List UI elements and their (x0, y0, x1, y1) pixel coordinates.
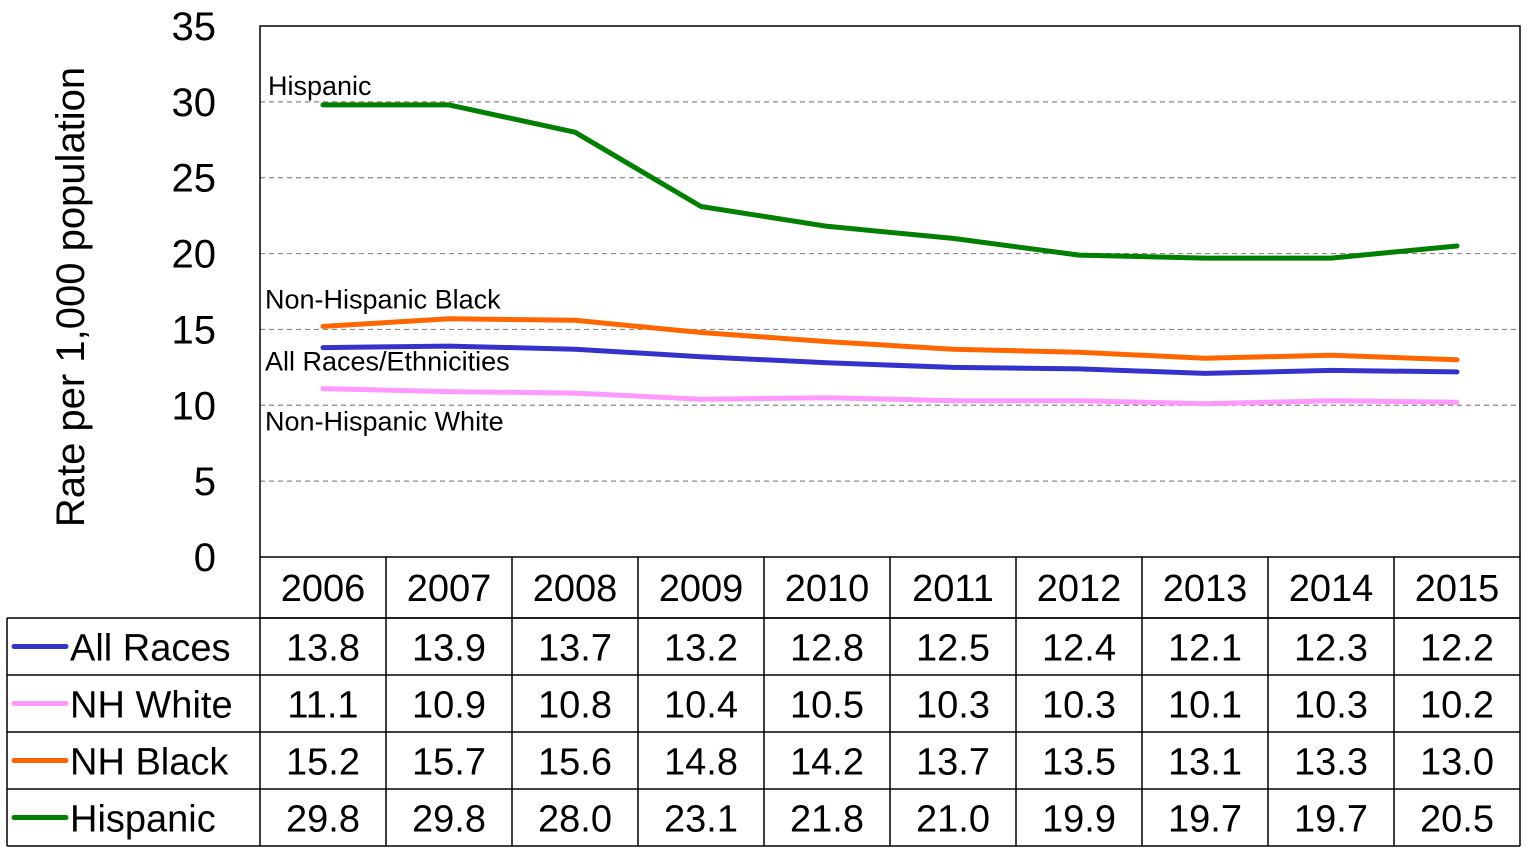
x-tick-label: 2008 (533, 568, 618, 610)
table-cell: 13.7 (916, 742, 990, 784)
table-cell: 19.7 (1168, 799, 1242, 841)
y-tick-labels: 0 5 10 15 20 25 30 35 (172, 5, 217, 580)
table-cell: 23.1 (664, 799, 738, 841)
gridlines (260, 101, 1520, 482)
y-tick-label: 0 (194, 536, 216, 580)
table-cell: 10.1 (1168, 685, 1242, 727)
table-cell: 21.0 (916, 799, 990, 841)
series-label: Hispanic (268, 71, 372, 101)
table-cell: 20.5 (1420, 799, 1494, 841)
table-row-label: All Races (70, 628, 231, 670)
y-tick-label: 5 (194, 460, 216, 504)
y-tick-label: 35 (172, 5, 217, 49)
series-label: Non-Hispanic White (265, 407, 504, 437)
table-cell: 29.8 (412, 799, 486, 841)
y-tick-label: 25 (172, 157, 217, 201)
table-cell: 14.8 (664, 742, 738, 784)
x-tick-label: 2014 (1289, 568, 1374, 610)
x-tick-label: 2010 (785, 568, 870, 610)
series-line (320, 102, 1460, 261)
table-cell: 15.2 (286, 742, 360, 784)
table-cell: 29.8 (286, 799, 360, 841)
table-cell: 28.0 (538, 799, 612, 841)
table-cell: 13.5 (1042, 742, 1116, 784)
table-cell: 10.3 (916, 685, 990, 727)
table-cell: 10.3 (1042, 685, 1116, 727)
table-cell: 13.1 (1168, 742, 1242, 784)
series-labels: All Races/Ethnicities Non-Hispanic White N… (265, 71, 510, 437)
table-cell: 10.8 (538, 685, 612, 727)
table-cell: 13.9 (412, 628, 486, 670)
table-cell: 15.6 (538, 742, 612, 784)
series-lines (320, 102, 1460, 407)
table-cell: 13.8 (286, 628, 360, 670)
x-tick-label: 2006 (281, 568, 366, 610)
data-table: 2006 2007 2008 2009 2010 2011 2012 2013 2014 2015… (6, 557, 1521, 847)
table-cell: 10.3 (1294, 685, 1368, 727)
y-axis-title: Rate per 1,000 population (49, 67, 93, 527)
table-cell: 13.2 (664, 628, 738, 670)
table-cell: 13.7 (538, 628, 612, 670)
x-tick-label: 2015 (1415, 568, 1500, 610)
y-tick-label: 30 (172, 81, 217, 125)
table-cell: 12.5 (916, 628, 990, 670)
table-cell: 10.4 (664, 685, 738, 727)
table-row-label: Hispanic (70, 799, 216, 841)
table-cell: 15.7 (412, 742, 486, 784)
table-cell: 12.1 (1168, 628, 1242, 670)
y-tick-label: 10 (172, 384, 217, 428)
x-tick-label: 2007 (407, 568, 492, 610)
series-label: Non-Hispanic Black (265, 284, 501, 314)
table-row-label: NH White (70, 685, 233, 727)
table-cell: 13.3 (1294, 742, 1368, 784)
table-cell: 19.9 (1042, 799, 1116, 841)
series-line (320, 386, 1460, 407)
table-cell: 10.2 (1420, 685, 1494, 727)
x-tick-label: 2013 (1163, 568, 1248, 610)
table-cell: 12.2 (1420, 628, 1494, 670)
series-line (320, 343, 1460, 376)
series-line (320, 316, 1460, 363)
table-cell: 12.3 (1294, 628, 1368, 670)
table-cell: 12.8 (790, 628, 864, 670)
table-cell: 14.2 (790, 742, 864, 784)
series-label: All Races/Ethnicities (265, 347, 510, 377)
table-cell: 21.8 (790, 799, 864, 841)
table-cell: 10.9 (412, 685, 486, 727)
table-row-label: NH Black (70, 742, 229, 784)
x-tick-label: 2009 (659, 568, 744, 610)
y-tick-label: 20 (172, 233, 217, 277)
x-tick-label: 2011 (912, 568, 994, 610)
x-tick-label: 2012 (1037, 568, 1122, 610)
table-cell: 12.4 (1042, 628, 1116, 670)
table-cell: 10.5 (790, 685, 864, 727)
table-cell: 11.1 (287, 685, 358, 727)
table-cell: 13.0 (1420, 742, 1494, 784)
table-cell: 19.7 (1294, 799, 1368, 841)
y-tick-label: 15 (172, 308, 217, 352)
